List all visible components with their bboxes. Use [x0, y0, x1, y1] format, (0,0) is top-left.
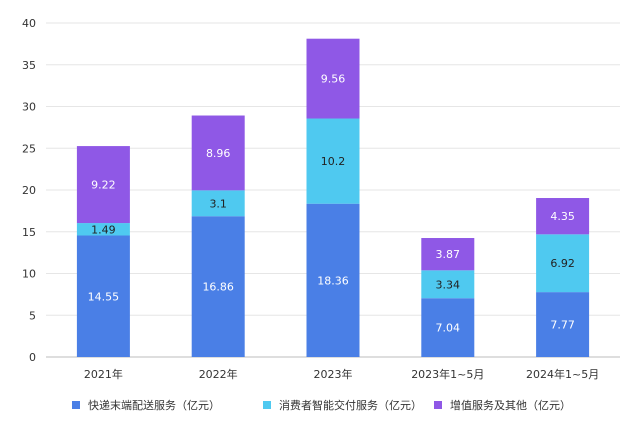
data-label: 3.1: [209, 197, 227, 210]
legend-label: 快递末端配送服务（亿元）: [88, 398, 220, 412]
legend: 快递末端配送服务（亿元） 消费者智能交付服务（亿元） 增值服务及其他（亿元）: [72, 398, 571, 412]
y-tick-label: 30: [22, 101, 36, 114]
data-label: 4.35: [550, 210, 575, 223]
bar-segment: [536, 198, 590, 235]
bar-segment: [191, 190, 245, 217]
bar-segment: [76, 235, 130, 357]
data-label: 10.2: [321, 155, 346, 168]
y-tick-label: 5: [29, 309, 36, 322]
bars: 14.55 1.49 9.22 16.86 3.1 8.96 18.36 10.2 9.56 7.…: [76, 38, 590, 357]
data-label: 7.77: [550, 319, 575, 332]
y-tick-label: 35: [22, 59, 36, 72]
y-axis: 0 5 10 15 20 25 30 35 40: [22, 17, 36, 364]
y-tick-label: 15: [22, 226, 36, 239]
bar-segment: [76, 146, 130, 224]
bar-segment: [536, 234, 590, 293]
y-tick-label: 0: [29, 351, 36, 364]
x-axis-labels: 2021年 2022年 2023年 2023年1~5月 2024年1~5月: [84, 367, 599, 381]
x-tick-label: 2024年1~5月: [526, 367, 599, 381]
data-label: 1.49: [91, 223, 116, 236]
x-tick-label: 2022年: [199, 367, 238, 381]
bar-segment: [536, 292, 590, 357]
x-tick-label: 2021年: [84, 367, 123, 381]
bar-segment: [76, 223, 130, 236]
data-label: 16.86: [202, 281, 234, 294]
x-tick-label: 2023年: [314, 367, 353, 381]
data-label: 7.04: [436, 322, 461, 335]
bar-segment: [306, 118, 360, 204]
data-label: 3.34: [436, 278, 461, 291]
data-label: 18.36: [317, 274, 349, 287]
legend-label: 消费者智能交付服务（亿元）: [279, 398, 422, 412]
bar-segment: [421, 270, 475, 299]
bar-segment: [421, 238, 475, 271]
data-label: 8.96: [206, 147, 231, 160]
y-tick-label: 40: [22, 17, 36, 30]
data-label: 6.92: [550, 257, 575, 270]
data-label: 3.87: [436, 248, 461, 261]
x-tick-label: 2023年1~5月: [411, 367, 484, 381]
y-tick-label: 20: [22, 184, 36, 197]
data-label: 14.55: [88, 290, 120, 303]
legend-swatch: [434, 401, 442, 409]
legend-label: 增值服务及其他（亿元）: [450, 398, 571, 412]
y-tick-label: 25: [22, 142, 36, 155]
bar-segment: [306, 203, 360, 357]
legend-swatch: [263, 401, 271, 409]
bar-segment: [421, 298, 475, 357]
bar-segment: [191, 115, 245, 191]
bar-segment: [306, 38, 360, 119]
legend-swatch: [72, 401, 80, 409]
data-label: 9.22: [91, 179, 116, 192]
bar-segment: [191, 216, 245, 357]
data-label: 9.56: [321, 73, 346, 86]
y-tick-label: 10: [22, 268, 36, 281]
